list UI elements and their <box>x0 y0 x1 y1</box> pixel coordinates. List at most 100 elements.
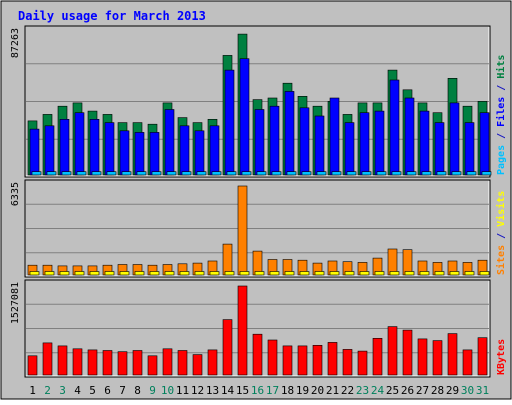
bar-files-18 <box>284 91 295 176</box>
chart-title: Daily usage for March 2013 <box>18 9 206 23</box>
bar-kbytes-4 <box>72 348 83 376</box>
bar-kbytes-5 <box>87 349 98 376</box>
bar-kbytes-12 <box>192 354 203 376</box>
max-label: 87263 <box>10 28 21 58</box>
bar-kbytes-19 <box>297 345 308 376</box>
max-label: 1527081 <box>10 282 21 324</box>
bar-pages-28 <box>436 171 447 176</box>
bar-sites-4 <box>74 271 85 276</box>
bar-sites-21 <box>329 271 340 276</box>
bar-sites-18 <box>284 271 295 276</box>
bar-kbytes-7 <box>117 351 128 376</box>
bar-pages-4 <box>76 171 87 176</box>
bar-pages-16 <box>256 171 267 176</box>
bar-kbytes-22 <box>342 349 353 376</box>
bar-files-3 <box>59 119 70 176</box>
legend-item: Pages <box>496 145 507 175</box>
bar-files-30 <box>464 122 475 176</box>
legend-hits-files-pages: Pages / Files / Hits <box>495 55 507 175</box>
x-tick-label-24: 24 <box>371 384 385 397</box>
bar-sites-16 <box>254 271 265 276</box>
bar-files-9 <box>149 132 160 176</box>
bar-kbytes-6 <box>102 350 113 376</box>
bar-sites-28 <box>434 271 445 276</box>
x-tick-label-17: 17 <box>266 384 279 397</box>
x-tick-label-31: 31 <box>476 384 489 397</box>
legend-item: Sites <box>495 245 507 275</box>
x-tick-label-7: 7 <box>119 384 126 397</box>
bar-pages-11 <box>181 171 192 176</box>
bar-files-12 <box>194 130 205 176</box>
x-tick-label-16: 16 <box>251 384 264 397</box>
bar-kbytes-21 <box>327 342 338 376</box>
bar-sites-11 <box>179 271 190 276</box>
x-tick-label-29: 29 <box>446 384 459 397</box>
bar-sites-6 <box>104 271 115 276</box>
bar-files-22 <box>344 122 355 176</box>
bar-kbytes-11 <box>177 350 188 376</box>
bar-files-5 <box>89 119 100 176</box>
legend-kbytes: KBytes <box>496 339 507 375</box>
bar-kbytes-1 <box>27 355 38 376</box>
x-tick-label-27: 27 <box>416 384 429 397</box>
legend-item: KBytes <box>496 339 507 375</box>
bar-kbytes-15 <box>237 285 248 376</box>
bar-pages-12 <box>196 171 207 176</box>
bar-kbytes-17 <box>267 339 278 376</box>
bar-kbytes-26 <box>402 329 413 376</box>
bar-kbytes-29 <box>447 333 458 376</box>
bar-sites-1 <box>29 271 40 276</box>
x-tick-label-1: 1 <box>29 384 36 397</box>
bar-visits-14 <box>222 243 233 276</box>
bar-sites-14 <box>224 271 235 276</box>
bar-sites-8 <box>134 271 145 276</box>
bar-sites-25 <box>389 271 400 276</box>
bar-pages-3 <box>61 171 72 176</box>
x-tick-label-20: 20 <box>311 384 324 397</box>
series-sites <box>29 271 490 276</box>
bar-files-20 <box>314 115 325 176</box>
bar-pages-29 <box>451 171 462 176</box>
x-tick-label-21: 21 <box>326 384 339 397</box>
bar-files-1 <box>29 128 40 176</box>
bar-sites-19 <box>299 271 310 276</box>
bar-files-10 <box>164 109 175 176</box>
x-tick-label-19: 19 <box>296 384 309 397</box>
bar-sites-20 <box>314 271 325 276</box>
panel-kbytes: 1527081 KBytes <box>10 279 507 378</box>
x-tick-label-3: 3 <box>59 384 66 397</box>
x-tick-label-23: 23 <box>356 384 369 397</box>
bar-files-26 <box>404 97 415 176</box>
legend-item: Files <box>495 97 507 127</box>
bar-sites-29 <box>449 271 460 276</box>
x-tick-label-25: 25 <box>386 384 399 397</box>
bar-kbytes-27 <box>417 338 428 376</box>
series-kbytes <box>27 285 488 376</box>
bar-kbytes-30 <box>462 349 473 376</box>
bar-sites-26 <box>404 271 415 276</box>
panel-hits-files-pages: 87263 Pages / Files / Hits <box>10 25 507 178</box>
bar-visits-25 <box>387 248 398 276</box>
x-tick-label-6: 6 <box>104 384 111 397</box>
x-tick-label-9: 9 <box>149 384 156 397</box>
bar-files-29 <box>449 102 460 176</box>
bar-pages-15 <box>241 171 252 176</box>
bar-files-25 <box>389 79 400 176</box>
series-visits <box>27 185 488 276</box>
bar-pages-1 <box>31 171 42 176</box>
max-label: 6335 <box>10 182 21 206</box>
bar-files-24 <box>374 110 385 176</box>
bar-pages-10 <box>166 171 177 176</box>
bar-pages-17 <box>271 171 282 176</box>
bar-files-7 <box>119 130 130 176</box>
bar-visits-15 <box>237 185 248 276</box>
bar-files-16 <box>254 109 265 176</box>
bar-kbytes-23 <box>357 350 368 376</box>
x-tick-label-10: 10 <box>161 384 174 397</box>
x-tick-label-26: 26 <box>401 384 414 397</box>
bar-sites-31 <box>479 271 490 276</box>
x-tick-label-13: 13 <box>206 384 219 397</box>
bar-pages-23 <box>361 171 372 176</box>
bar-kbytes-20 <box>312 344 323 376</box>
bar-sites-10 <box>164 271 175 276</box>
